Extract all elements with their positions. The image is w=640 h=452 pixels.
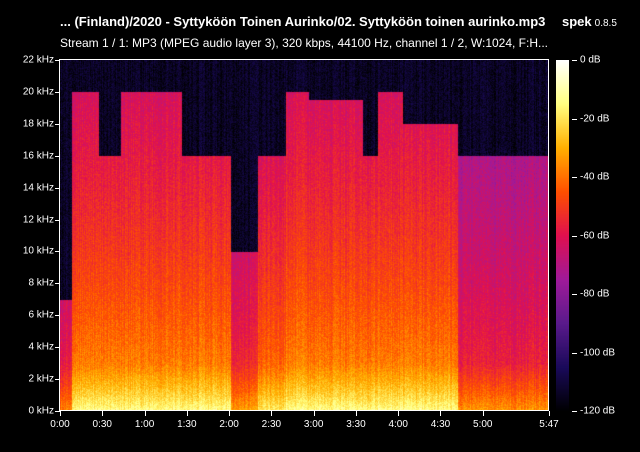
y-tick-mark: [55, 379, 60, 381]
x-tick-label: 2:00: [219, 419, 239, 430]
spectrogram-heatmap: [60, 60, 549, 411]
x-tick-label: 3:00: [303, 419, 324, 430]
y-tick-mark: [55, 283, 60, 285]
colorbar-tick-label: -20 dB: [580, 113, 610, 124]
y-tick-label: 20 kHz: [22, 86, 54, 98]
colorbar-tick-label: -80 dB: [580, 288, 610, 300]
y-tick-label: 12 kHz: [22, 214, 54, 226]
y-tick-label: 4 kHz: [28, 341, 54, 353]
colorbar-tick-mark: [572, 294, 577, 295]
x-tick-mark: [482, 411, 484, 416]
x-tick-mark: [144, 411, 146, 416]
file-title: ... (Finland)/2020 - Syttyköön Toinen Au…: [60, 14, 546, 29]
y-tick-mark: [55, 315, 60, 317]
stream-info: Stream 1 / 1: MP3 (MPEG audio layer 3), …: [60, 36, 549, 50]
y-tick-label: 14 kHz: [22, 182, 54, 194]
x-tick-label: 4:30: [430, 419, 451, 430]
y-tick-mark: [55, 347, 60, 349]
x-tick-mark: [102, 411, 104, 416]
x-tick-label: 2:30: [261, 419, 282, 430]
x-tick-mark: [549, 411, 550, 416]
y-tick-label: 18 kHz: [22, 118, 54, 130]
app-version: 0.8.5: [594, 18, 617, 29]
x-tick-mark: [313, 411, 315, 416]
y-tick-mark: [55, 251, 60, 253]
y-tick-label: 6 kHz: [28, 309, 54, 321]
y-tick-label: 2 kHz: [28, 373, 54, 385]
colorbar-tick-label: 0 dB: [580, 54, 601, 66]
y-tick-mark: [55, 155, 60, 157]
colorbar-tick-label: -100 dB: [580, 347, 616, 358]
x-tick-label: 5:47: [539, 419, 559, 430]
colorbar-tick-label: -60 dB: [580, 230, 610, 241]
x-tick-mark: [186, 411, 188, 416]
colorbar-tick-mark: [572, 235, 577, 237]
x-tick-label: 5:00: [473, 419, 493, 430]
colorbar-tick-label: -120 dB: [580, 405, 616, 417]
x-tick-mark: [229, 411, 231, 416]
x-tick-label: 1:30: [177, 419, 197, 430]
colorbar-tick-mark: [572, 60, 577, 61]
x-tick-mark: [271, 411, 273, 416]
y-tick-label: 10 kHz: [22, 245, 54, 257]
y-tick-mark: [55, 219, 60, 221]
y-tick-label: 0 kHz: [28, 405, 54, 417]
y-tick-mark: [55, 123, 60, 125]
colorbar-tick-mark: [572, 118, 577, 120]
x-tick-mark: [60, 411, 61, 416]
y-tick-mark: [55, 411, 60, 412]
app-name: spek: [562, 14, 592, 29]
app-brand: spek 0.8.5: [562, 14, 617, 29]
y-tick-label: 22 kHz: [22, 54, 54, 66]
x-tick-label: 0:30: [92, 419, 112, 430]
y-tick-mark: [55, 91, 60, 93]
x-tick-mark: [440, 411, 442, 416]
y-tick-mark: [55, 187, 60, 189]
x-tick-label: 3:30: [346, 419, 366, 430]
x-tick-label: 4:00: [388, 419, 408, 430]
colorbar-tick-mark: [572, 177, 577, 178]
y-tick-label: 8 kHz: [28, 277, 54, 289]
colorbar-tick-mark: [572, 352, 577, 354]
y-tick-label: 16 kHz: [22, 150, 54, 162]
x-tick-label: 1:00: [134, 419, 155, 430]
x-tick-mark: [355, 411, 357, 416]
y-tick-mark: [55, 60, 60, 61]
colorbar-tick-label: -40 dB: [580, 171, 610, 183]
x-tick-mark: [398, 411, 400, 416]
colorbar: [556, 60, 569, 411]
colorbar-tick-mark: [572, 411, 577, 412]
x-tick-label: 0:00: [50, 419, 70, 430]
